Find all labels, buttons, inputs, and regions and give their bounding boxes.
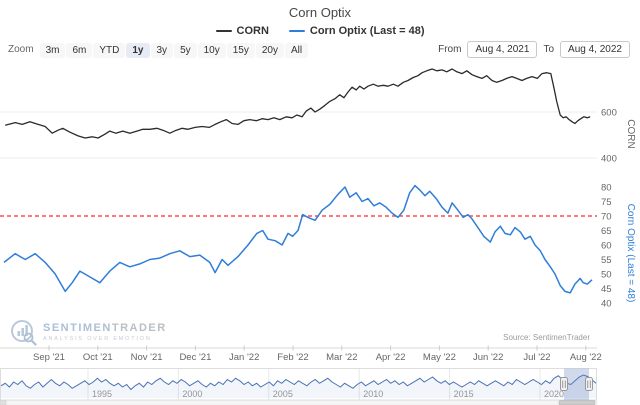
scrollbar-thumb[interactable] [558, 400, 596, 405]
from-label: From [438, 43, 462, 55]
navigator-series-line [0, 374, 597, 391]
corn-optix-series-swatch [288, 30, 305, 32]
to-label: To [543, 43, 554, 55]
y-axis-tick-label-optix: 70 [601, 212, 612, 223]
navigator-year-label: 2005 [273, 389, 293, 399]
navigator-year-label: 2010 [363, 389, 383, 399]
navigator-handle-right[interactable] [585, 377, 593, 391]
x-axis-label: May '22 [423, 352, 456, 363]
y-axis-tick-label-optix: 75 [601, 197, 612, 208]
navigator-year-label: 2000 [182, 389, 202, 399]
from-date-input[interactable] [467, 40, 538, 58]
x-axis-label: Apr '22 [376, 352, 406, 363]
zoom-button-group: Zoom 3m 6m YTD 1y 3y 5y 10y 15y 20y All [8, 40, 309, 58]
navigator-series-area [1, 375, 596, 398]
x-axis-label: Feb '22 [277, 352, 308, 363]
navigator-year-label: 2020 [544, 389, 564, 399]
price-axis-title: CORN [625, 119, 636, 148]
y-axis-tick-label-optix: 45 [601, 284, 612, 295]
legend-label-corn-optix: Corn Optix (Last = 48) [309, 25, 425, 37]
navigator-year-label: 1995 [92, 389, 112, 399]
y-axis-tick-label-price: 600 [601, 108, 617, 119]
x-axis-label: Jan '22 [229, 352, 259, 363]
y-axis-tick-label-optix: 60 [601, 241, 612, 252]
corn-price-series-line [5, 68, 591, 139]
legend-item-corn-optix[interactable]: Corn Optix (Last = 48) [288, 25, 425, 37]
y-axis-tick-label-price: 400 [601, 154, 617, 165]
source-credit: Source: SentimenTrader [503, 333, 590, 342]
x-axis-label: Sep '21 [33, 352, 65, 363]
zoom-button-5y[interactable]: 5y [174, 43, 197, 58]
y-axis-tick-label-optix: 80 [601, 183, 612, 194]
x-axis-label: Dec '21 [179, 352, 211, 363]
zoom-button-3y[interactable]: 3y [150, 43, 174, 58]
zoom-label: Zoom [8, 43, 34, 55]
y-axis-tick-label-optix: 40 [601, 299, 612, 310]
zoom-button-1y[interactable]: 1y [126, 43, 150, 58]
scrollbar-track[interactable] [0, 400, 598, 405]
corn-optix-series-line [3, 184, 593, 294]
chart-title: Corn Optix [288, 5, 352, 20]
x-axis-label: Nov '21 [131, 352, 163, 363]
optix-axis-title: Corn Optix (Last = 48) [625, 204, 636, 303]
zoom-button-ytd[interactable]: YTD [93, 43, 126, 58]
zoom-button-20y[interactable]: 20y [255, 43, 284, 58]
to-date-input[interactable] [560, 40, 630, 58]
zoom-button-3m[interactable]: 3m [39, 43, 66, 58]
corn-series-swatch [215, 30, 232, 32]
navigator-handle-left[interactable] [560, 377, 568, 391]
legend-label-corn: CORN [236, 25, 269, 37]
navigator-year-label: 2015 [454, 389, 474, 399]
date-range-group: From To [438, 40, 630, 58]
legend: CORN Corn Optix (Last = 48) [0, 25, 640, 37]
y-axis-tick-label-optix: 55 [601, 255, 612, 266]
x-axis-label: Aug '22 [570, 352, 602, 363]
zoom-button-10y[interactable]: 10y [197, 43, 226, 58]
y-axis-tick-label-optix: 65 [601, 226, 612, 237]
zoom-button-all[interactable]: All [285, 43, 309, 58]
zoom-button-15y[interactable]: 15y [226, 43, 255, 58]
legend-item-corn[interactable]: CORN [215, 25, 269, 37]
navigator-selected-range[interactable] [564, 368, 589, 401]
y-axis-tick-label-optix: 50 [601, 270, 612, 281]
zoom-button-6m[interactable]: 6m [66, 43, 93, 58]
x-axis-label: Jul '22 [523, 352, 550, 363]
x-axis-label: Mar '22 [326, 352, 357, 363]
navigator-outline [0, 368, 597, 401]
x-axis-label: Oct '21 [83, 352, 113, 363]
x-axis-label: Jun '22 [473, 352, 503, 363]
scrollbar-left-button[interactable] [0, 400, 7, 405]
